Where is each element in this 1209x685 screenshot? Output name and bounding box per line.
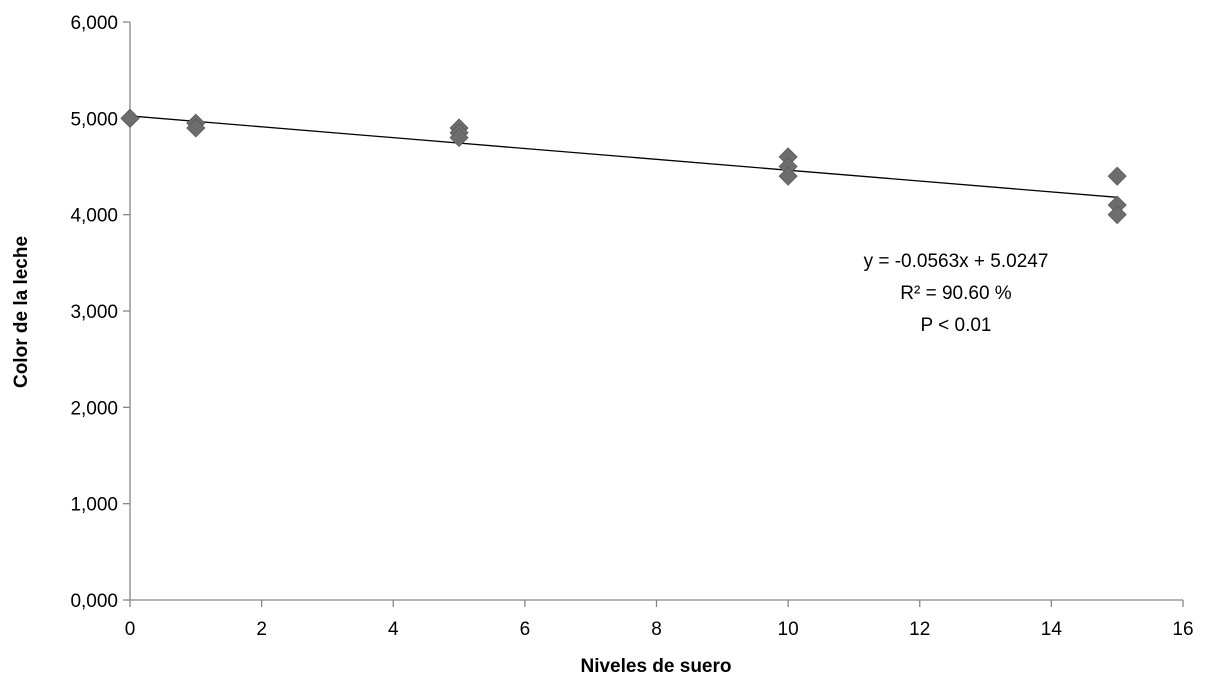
y-axis-title: Color de la leche xyxy=(11,236,32,388)
data-point xyxy=(1107,166,1127,186)
y-tick-label: 3,000 xyxy=(70,302,118,323)
y-tick-label: 0,000 xyxy=(70,591,118,612)
plot-area: 0,000 1,000 2,000 3,000 4,000 5,000 6,000 0 2 4 6 8… xyxy=(70,13,1193,640)
data-point xyxy=(120,108,140,128)
y-tick-label: 2,000 xyxy=(70,398,118,419)
y-tick-label: 5,000 xyxy=(70,109,118,130)
data-point xyxy=(186,118,206,138)
x-tick-label: 14 xyxy=(1041,619,1063,640)
x-axis-title: Niveles de suero xyxy=(580,656,731,677)
x-tick-label: 16 xyxy=(1172,619,1193,640)
data-point xyxy=(449,128,469,148)
equation-annotation: y = -0.0563x + 5.0247 xyxy=(864,251,1049,272)
r-squared-annotation: R² = 90.60 % xyxy=(900,283,1012,304)
x-tick-label: 10 xyxy=(778,619,799,640)
y-tick-label: 4,000 xyxy=(70,206,118,227)
data-point xyxy=(1107,205,1127,225)
trendline xyxy=(129,115,1118,198)
p-value-annotation: P < 0.01 xyxy=(921,315,992,336)
y-tick-label: 1,000 xyxy=(70,495,118,516)
x-tick-label: 8 xyxy=(651,619,662,640)
x-tick-label: 12 xyxy=(909,619,930,640)
data-point xyxy=(778,166,798,186)
y-tick-label: 6,000 xyxy=(70,13,118,34)
x-tick-label: 2 xyxy=(256,619,267,640)
x-tick-label: 6 xyxy=(520,619,531,640)
x-tick-label: 0 xyxy=(125,619,136,640)
x-tick-label: 4 xyxy=(388,619,399,640)
